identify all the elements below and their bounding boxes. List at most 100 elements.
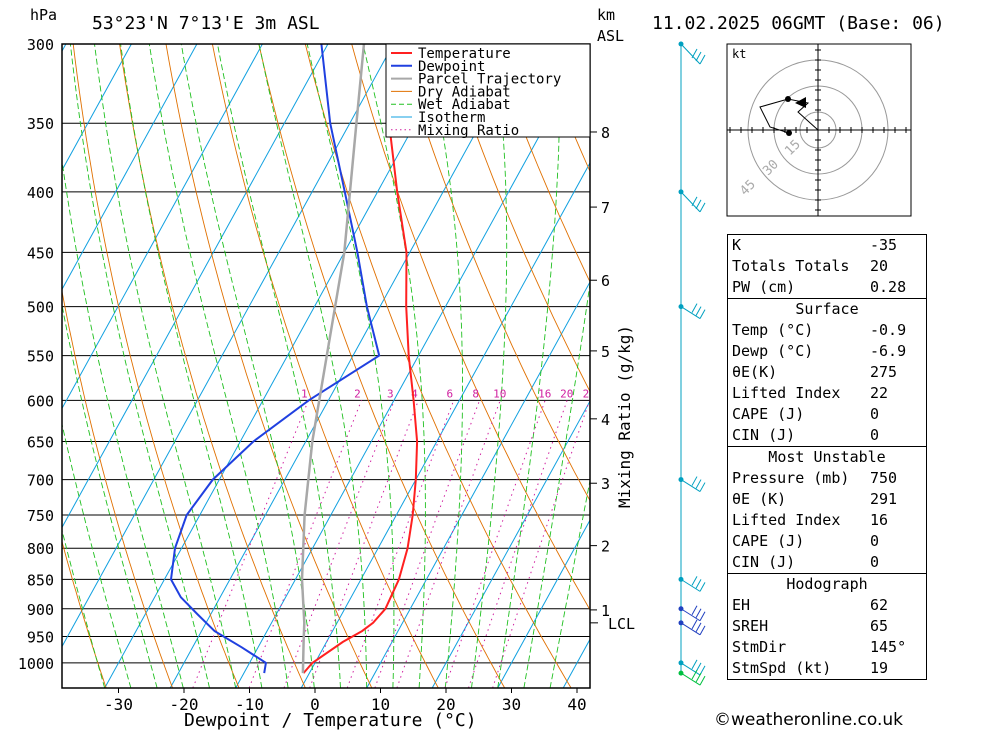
- wind-barbs: [678, 41, 706, 686]
- index-value: 291: [870, 490, 898, 508]
- location-title: 53°23'N 7°13'E 3m ASL: [92, 13, 320, 34]
- index-value: 16: [870, 511, 889, 529]
- wet-adiabat: [471, 44, 508, 688]
- plot-background-lines: 1 2 3 4 6 8 10 16 20 25: [62, 44, 590, 688]
- legend-box: [385, 43, 591, 138]
- isotherm-10: [366, 280, 590, 688]
- wind-barb-shaft: [680, 191, 701, 213]
- index-value: 0: [870, 426, 880, 444]
- dry-adiabat: [304, 44, 572, 688]
- index-value: 0.28: [870, 278, 907, 296]
- storm-motion-arrow: [795, 97, 806, 108]
- index-row: CAPE (J) 0: [728, 531, 926, 552]
- wind-barb-shaft: [680, 43, 701, 65]
- mixing-ratio-line: [283, 400, 395, 688]
- datetime-title: 11.02.2025 06GMT (Base: 06): [652, 13, 945, 34]
- x-tick-label: 30: [502, 695, 521, 714]
- legend-entry: Temperature: [418, 46, 511, 62]
- wind-barb-flag: [699, 54, 706, 65]
- index-row: Totals Totals 20: [728, 256, 926, 277]
- hodograph-point: [785, 96, 791, 102]
- y-tick-label: 650: [27, 433, 54, 451]
- dry-adiabat: [211, 44, 439, 688]
- legend-entry: Dry Adiabat: [418, 84, 511, 100]
- index-row: CIN (J) 0: [728, 552, 926, 573]
- axes: 3003504004505005506006507007508008509009…: [18, 36, 635, 714]
- index-label: CAPE (J): [732, 405, 805, 423]
- wind-barb-flag: [695, 579, 702, 589]
- wind-barb-flag: [695, 199, 702, 210]
- wind-barb-flag: [695, 51, 702, 62]
- mixing-ratio-label: 4: [411, 387, 418, 400]
- isotherm--90: [62, 44, 67, 53]
- wind-barb-flag: [699, 482, 706, 492]
- index-label: Dewp (°C): [732, 342, 814, 360]
- isotherm--80: [62, 44, 132, 172]
- y-tick-label: 850: [27, 571, 54, 589]
- wet-adiabat: [217, 44, 341, 688]
- wind-barb-flag: [691, 659, 698, 670]
- mixing-ratio-label: 20: [560, 387, 573, 400]
- wind-barb-flag: [691, 48, 698, 59]
- most-unstable-title: Most Unstable: [728, 446, 926, 468]
- index-row: EH 62: [728, 595, 926, 616]
- index-label: EH: [732, 596, 751, 614]
- series-parcel-trajectory: [300, 44, 366, 674]
- mixing-ratio-line: [309, 400, 419, 688]
- wet-adiabat: [549, 478, 590, 688]
- index-value: 65: [870, 617, 889, 635]
- wind-barb-flag: [699, 309, 706, 319]
- index-label: θE(K): [732, 363, 778, 381]
- mixing-ratio-axis-label: Mixing Ratio (g/kg): [615, 325, 634, 508]
- km-tick-label: 2: [601, 538, 610, 556]
- mixing-ratio-line: [492, 400, 590, 688]
- index-value: 0: [870, 405, 880, 423]
- y-tick-label: 900: [27, 601, 54, 619]
- wind-barb-shaft: [680, 608, 701, 622]
- wind-barb-shaft: [680, 622, 701, 636]
- index-label: StmDir: [732, 638, 787, 656]
- x-tick-label: -30: [104, 695, 133, 714]
- wind-barb-flag: [695, 672, 702, 683]
- index-value: -35: [870, 236, 898, 254]
- dry-adiabat: [397, 44, 590, 502]
- series-dewpoint: [169, 44, 381, 674]
- y-tick-label: 300: [27, 36, 54, 54]
- y-tick-label: 550: [27, 348, 54, 366]
- wind-barb-shaft: [680, 479, 701, 492]
- x-tick-label: 10: [371, 695, 390, 714]
- index-value: 19: [870, 659, 889, 677]
- index-label: Lifted Index: [732, 511, 841, 529]
- km-tick-label: 8: [601, 124, 610, 142]
- isotherm--20: [169, 44, 525, 688]
- index-value: -6.9: [870, 342, 907, 360]
- x-tick-label: -10: [235, 695, 264, 714]
- index-value: 62: [870, 596, 889, 614]
- index-label: CAPE (J): [732, 532, 805, 550]
- y-tick-label: 400: [27, 184, 54, 202]
- indices-panel: K -35 Totals Totals 20 PW (cm) 0.28 Surface T…: [727, 234, 927, 680]
- wind-barb-flag: [691, 576, 698, 586]
- index-row: PW (cm) 0.28: [728, 277, 926, 298]
- index-value: 22: [870, 384, 889, 402]
- dry-adiabat: [258, 44, 506, 688]
- copyright-footer: ©weatheronline.co.uk: [714, 710, 904, 730]
- index-row: θE(K) 275: [728, 362, 926, 383]
- wind-barb-flag: [695, 306, 702, 316]
- wind-barb-flag: [691, 196, 698, 207]
- y-tick-label: 1000: [18, 655, 54, 673]
- dry-adiabat: [119, 44, 306, 688]
- wet-adiabat: [62, 158, 184, 688]
- index-row: K -35: [728, 235, 926, 256]
- wet-adiabat: [62, 528, 106, 688]
- dry-adiabat: [62, 539, 107, 688]
- y-tick-label: 500: [27, 299, 54, 317]
- wind-barb-shaft: [680, 578, 701, 592]
- index-value: 0: [870, 553, 880, 571]
- wind-barb-flag: [699, 202, 706, 213]
- index-row: CAPE (J) 0: [728, 404, 926, 425]
- surface-title: Surface: [728, 298, 926, 320]
- km-tick-label: 3: [601, 475, 610, 493]
- mixing-ratio-label: 10: [493, 387, 506, 400]
- mixing-ratio-label: 8: [472, 387, 479, 400]
